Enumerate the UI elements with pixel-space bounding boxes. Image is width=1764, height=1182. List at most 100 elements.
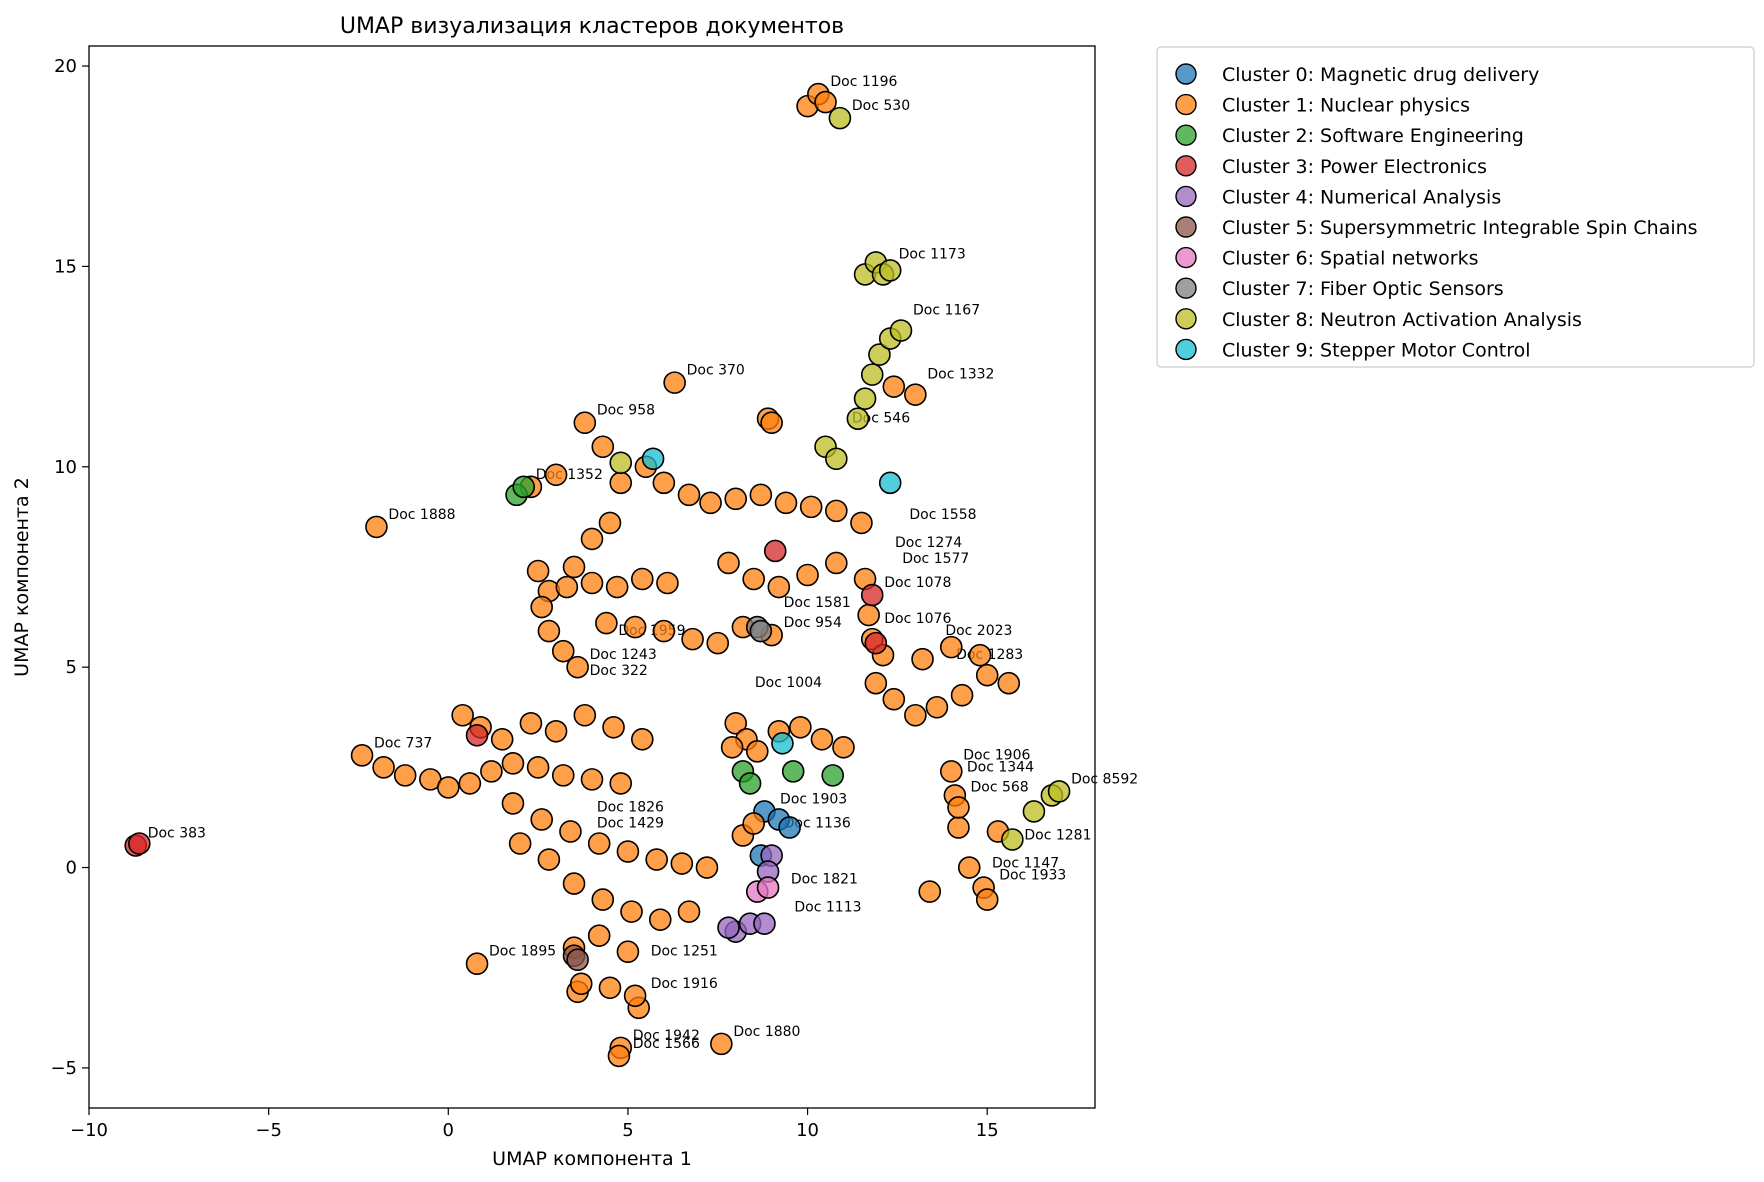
data-point <box>677 900 701 923</box>
data-point <box>598 511 622 535</box>
data-point <box>950 683 974 707</box>
series-cluster-1 <box>350 82 1021 1068</box>
series-cluster-6 <box>745 876 780 903</box>
legend-marker <box>1175 63 1197 85</box>
data-point <box>656 571 679 595</box>
data-point <box>904 383 927 406</box>
legend-marker <box>1175 246 1197 269</box>
data-point <box>864 671 888 695</box>
doc-label: Doc 1004 <box>755 675 822 691</box>
doc-label: Doc 1581 <box>784 595 851 611</box>
y-tick-label: −5 <box>50 1058 77 1079</box>
data-point <box>365 515 388 539</box>
legend-marker <box>1175 124 1197 146</box>
y-axis-ticks: −5 0 5 10 15 20 <box>50 56 89 1079</box>
data-point <box>630 567 654 591</box>
data-point <box>828 106 852 130</box>
data-point <box>519 711 543 735</box>
data-point <box>580 571 604 595</box>
doc-label: Doc 1076 <box>884 611 951 627</box>
doc-label: Doc 1558 <box>909 507 976 523</box>
data-point <box>756 876 780 899</box>
data-point <box>1001 828 1024 851</box>
data-point <box>530 595 554 619</box>
data-point <box>372 756 395 779</box>
y-tick-label: 0 <box>66 858 77 879</box>
doc-label: Doc 1895 <box>489 944 556 960</box>
legend-marker <box>1175 338 1197 361</box>
data-point <box>947 796 970 819</box>
legend-marker <box>1175 185 1197 208</box>
data-point <box>580 527 604 551</box>
doc-label: Doc 1332 <box>927 367 994 383</box>
data-point <box>580 768 604 791</box>
data-point <box>609 471 633 495</box>
data-point <box>393 764 417 787</box>
data-point <box>799 495 823 519</box>
x-tick-label: 10 <box>796 1120 819 1141</box>
series-cluster-9 <box>641 447 902 755</box>
data-point <box>975 888 999 911</box>
x-axis-ticks: −10 −5 0 5 10 15 <box>70 1108 999 1141</box>
doc-label: Doc 1251 <box>651 944 718 960</box>
legend-entry: Cluster 0: Magnetic drug delivery <box>1222 64 1539 86</box>
data-point <box>350 744 374 767</box>
doc-label: Doc 1906 <box>963 747 1030 763</box>
legend-marker <box>1175 155 1197 177</box>
data-point <box>882 375 906 398</box>
data-point <box>767 575 791 599</box>
legend-entry: Cluster 1: Nuclear physics <box>1222 95 1470 117</box>
doc-label: Doc 383 <box>148 826 206 842</box>
doc-label: Doc 530 <box>852 98 910 114</box>
doc-label: Doc 1196 <box>830 74 897 90</box>
data-point <box>904 703 927 727</box>
data-point <box>742 567 765 591</box>
data-point <box>587 832 611 855</box>
data-point <box>530 808 554 831</box>
data-point <box>436 776 460 799</box>
data-point <box>789 715 812 739</box>
y-tick-label: 20 <box>54 56 77 77</box>
series-cluster-4 <box>717 844 783 943</box>
data-point <box>778 816 801 839</box>
data-point <box>677 483 701 507</box>
series-cluster-5 <box>562 944 589 972</box>
data-point <box>810 728 834 751</box>
data-point <box>663 371 686 394</box>
data-point <box>544 719 568 743</box>
doc-label: Doc 1903 <box>780 791 847 807</box>
data-point <box>551 764 575 787</box>
data-point <box>925 695 949 719</box>
legend-marker <box>1175 308 1197 330</box>
data-point <box>882 687 906 711</box>
data-point <box>630 728 654 751</box>
legend-entry: Cluster 5: Supersymmetric Integrable Spi… <box>1222 217 1698 239</box>
data-point <box>997 671 1021 695</box>
data-point <box>724 711 748 735</box>
data-point <box>939 635 963 659</box>
data-point <box>566 655 589 679</box>
doc-label: Doc 1942 <box>633 1028 700 1044</box>
data-point <box>699 491 722 515</box>
data-point <box>587 924 611 947</box>
legend-entry: Cluster 3: Power Electronics <box>1222 156 1487 178</box>
data-point <box>706 631 730 655</box>
legend-entry: Cluster 7: Fiber Optic Sensors <box>1222 278 1504 300</box>
series-cluster-7 <box>745 615 773 643</box>
doc-label: Doc 1429 <box>597 815 664 831</box>
data-point <box>957 856 981 879</box>
data-point <box>645 848 668 871</box>
data-point <box>508 832 532 855</box>
y-tick-label: 10 <box>54 457 77 478</box>
legend-marker <box>1175 277 1197 299</box>
data-point <box>710 1032 733 1056</box>
doc-label: Doc 1888 <box>388 507 455 523</box>
data-point <box>573 703 597 727</box>
data-point <box>609 451 633 475</box>
data-point <box>724 487 748 511</box>
doc-label: Doc 1167 <box>913 303 980 319</box>
doc-label: Doc 1173 <box>899 246 966 262</box>
